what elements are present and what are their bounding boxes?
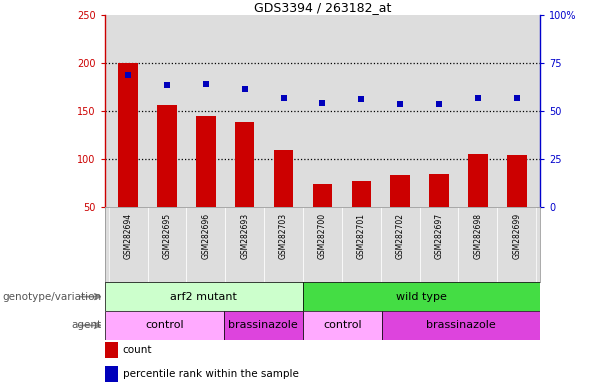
Text: GSM282697: GSM282697: [435, 214, 444, 260]
Text: control: control: [145, 320, 184, 331]
Point: [240, 86, 250, 92]
Bar: [109, 207, 148, 282]
Text: control: control: [323, 320, 362, 331]
Text: arf2 mutant: arf2 mutant: [170, 291, 237, 302]
Text: GSM282702: GSM282702: [396, 214, 405, 259]
Text: wild type: wild type: [396, 291, 447, 302]
Bar: [468, 154, 488, 207]
Bar: [429, 174, 449, 207]
Bar: [382, 311, 540, 340]
Point: [124, 72, 133, 78]
Bar: [105, 366, 118, 382]
Bar: [264, 207, 303, 282]
Bar: [105, 311, 224, 340]
Bar: [458, 207, 497, 282]
Bar: [303, 282, 540, 311]
Bar: [507, 155, 527, 207]
Bar: [157, 104, 177, 207]
Bar: [342, 207, 380, 282]
Text: GSM282701: GSM282701: [357, 214, 366, 259]
Text: brassinazole: brassinazole: [229, 320, 298, 331]
Text: GSM282694: GSM282694: [124, 214, 133, 260]
Point: [318, 100, 327, 106]
Point: [512, 95, 521, 101]
Bar: [224, 311, 303, 340]
Text: GSM282699: GSM282699: [512, 214, 521, 260]
Bar: [148, 207, 187, 282]
Bar: [187, 207, 226, 282]
Bar: [105, 342, 118, 358]
Point: [434, 101, 444, 107]
Point: [356, 96, 366, 102]
Text: GSM282695: GSM282695: [163, 214, 171, 260]
Bar: [391, 175, 410, 207]
Text: GSM282696: GSM282696: [201, 214, 210, 260]
Point: [279, 95, 289, 101]
Point: [163, 83, 172, 89]
Text: GSM282700: GSM282700: [318, 214, 327, 260]
Text: GSM282693: GSM282693: [240, 214, 249, 260]
Text: brassinazole: brassinazole: [426, 320, 496, 331]
Bar: [303, 207, 342, 282]
Bar: [226, 207, 264, 282]
Bar: [118, 63, 138, 207]
Title: GDS3394 / 263182_at: GDS3394 / 263182_at: [254, 1, 391, 14]
Point: [395, 101, 405, 107]
Bar: [380, 207, 419, 282]
Bar: [419, 207, 458, 282]
Point: [473, 95, 482, 101]
Bar: [497, 207, 536, 282]
Bar: [313, 184, 332, 207]
Bar: [274, 150, 293, 207]
Text: GSM282703: GSM282703: [279, 214, 288, 260]
Bar: [105, 282, 303, 311]
Bar: [196, 116, 216, 207]
Point: [201, 81, 211, 88]
Bar: [352, 182, 371, 207]
Text: GSM282698: GSM282698: [474, 214, 482, 259]
Bar: [303, 311, 382, 340]
Text: percentile rank within the sample: percentile rank within the sample: [123, 369, 299, 379]
Text: agent: agent: [72, 320, 102, 331]
Text: count: count: [123, 344, 152, 354]
Text: genotype/variation: genotype/variation: [3, 291, 102, 302]
Bar: [235, 122, 254, 207]
